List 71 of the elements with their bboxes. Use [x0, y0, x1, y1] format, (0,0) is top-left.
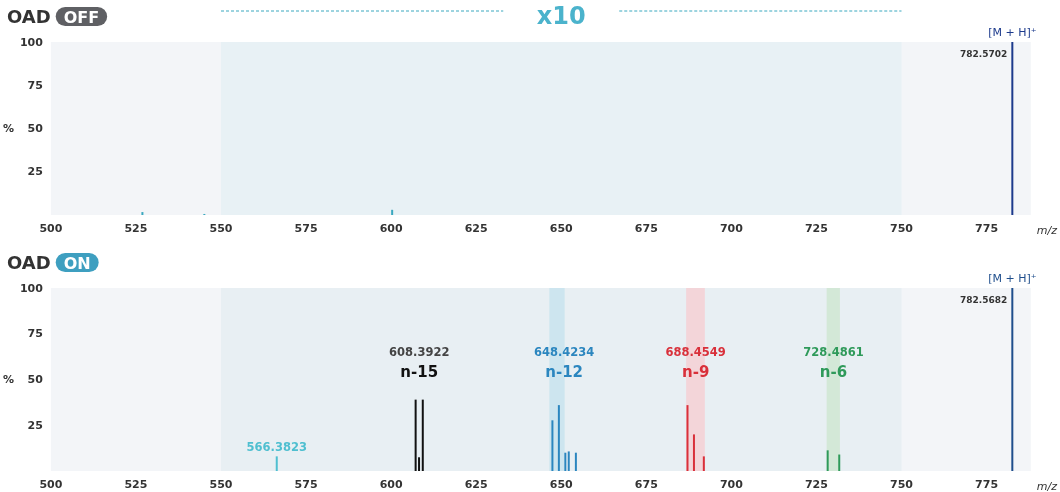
chart-subtitle: OFF — [63, 7, 100, 27]
chart-subtitle: ON — [63, 253, 91, 273]
bar — [702, 456, 705, 471]
x-tick-label: 600 — [379, 222, 403, 235]
bar — [421, 399, 424, 471]
x-tick-label: 775 — [975, 222, 999, 235]
x-tick-label: 575 — [294, 222, 318, 235]
bar — [275, 456, 278, 471]
series-label: [M + H]⁺ — [988, 271, 1037, 285]
series-label: n-15 — [400, 362, 439, 381]
y-tick-label: 50 — [27, 373, 44, 386]
bar — [574, 452, 577, 471]
y-tick-label: 75 — [27, 327, 43, 341]
annotation: 782.5702 — [960, 49, 1008, 59]
y-tick-label: 25 — [27, 165, 43, 179]
x-tick-label: 600 — [379, 478, 403, 491]
x-tick-label: 750 — [890, 222, 914, 235]
text: n-6 — [819, 362, 848, 381]
bar — [1011, 288, 1014, 471]
x-tick-label: 625 — [464, 222, 488, 235]
annotation: 688.4549 — [665, 344, 726, 359]
x-tick-label: 650 — [549, 478, 574, 491]
x-tick-label: 750 — [890, 478, 914, 491]
bar — [567, 451, 570, 471]
bar — [838, 454, 841, 471]
x-tick-label: 700 — [719, 478, 744, 491]
annotation: 608.3922 — [389, 344, 450, 359]
bar — [564, 452, 567, 471]
annotation: 728.4861 — [803, 344, 864, 359]
bar — [557, 405, 560, 471]
x-tick-label: 725 — [804, 478, 828, 491]
bar — [826, 450, 829, 471]
chart-title: OAD — [7, 6, 51, 27]
x-tick-label: 675 — [634, 222, 658, 235]
y-axis-title: % — [2, 373, 15, 386]
series-label: n-12 — [545, 362, 584, 381]
bar — [141, 212, 144, 215]
x-axis-title: m/z — [1036, 224, 1058, 237]
bar — [414, 399, 417, 471]
bar — [551, 420, 554, 471]
x-tick-label: 525 — [124, 478, 148, 491]
y-axis-title: % — [2, 122, 15, 135]
bar — [1011, 42, 1014, 215]
annotation: 566.3823 — [246, 440, 307, 455]
band-label: x10 — [536, 2, 586, 30]
x-axis-title: m/z — [1036, 480, 1058, 492]
series-label: n-9 — [681, 362, 710, 381]
x-tick-label: 550 — [209, 222, 233, 235]
chart-title: OAD — [7, 252, 51, 273]
x-tick-label: 700 — [719, 222, 744, 235]
x-tick-label: 775 — [975, 478, 999, 491]
y-tick-label: 75 — [27, 78, 43, 92]
x-tick-label: 675 — [634, 478, 658, 491]
series-label: [M + H]⁺ — [988, 25, 1037, 39]
x-tick-label: 500 — [39, 478, 63, 491]
y-tick-label: 25 — [27, 418, 43, 432]
x-tick-label: 625 — [464, 478, 488, 491]
y-tick-label: 50 — [27, 122, 44, 135]
x-tick-label: 725 — [804, 222, 828, 235]
x-tick-label: 525 — [124, 222, 148, 235]
bar — [692, 434, 695, 471]
x-tick-label: 550 — [209, 478, 233, 491]
bar — [391, 209, 394, 215]
y-tick-label: 100 — [19, 35, 44, 49]
annotation: 782.5682 — [960, 295, 1008, 305]
bar — [686, 405, 689, 471]
x-tick-label: 500 — [39, 222, 63, 235]
x-tick-label: 575 — [294, 478, 318, 491]
x-tick-label: 650 — [549, 222, 574, 235]
y-tick-label: 100 — [19, 281, 44, 295]
annotation: 648.4234 — [533, 344, 595, 359]
